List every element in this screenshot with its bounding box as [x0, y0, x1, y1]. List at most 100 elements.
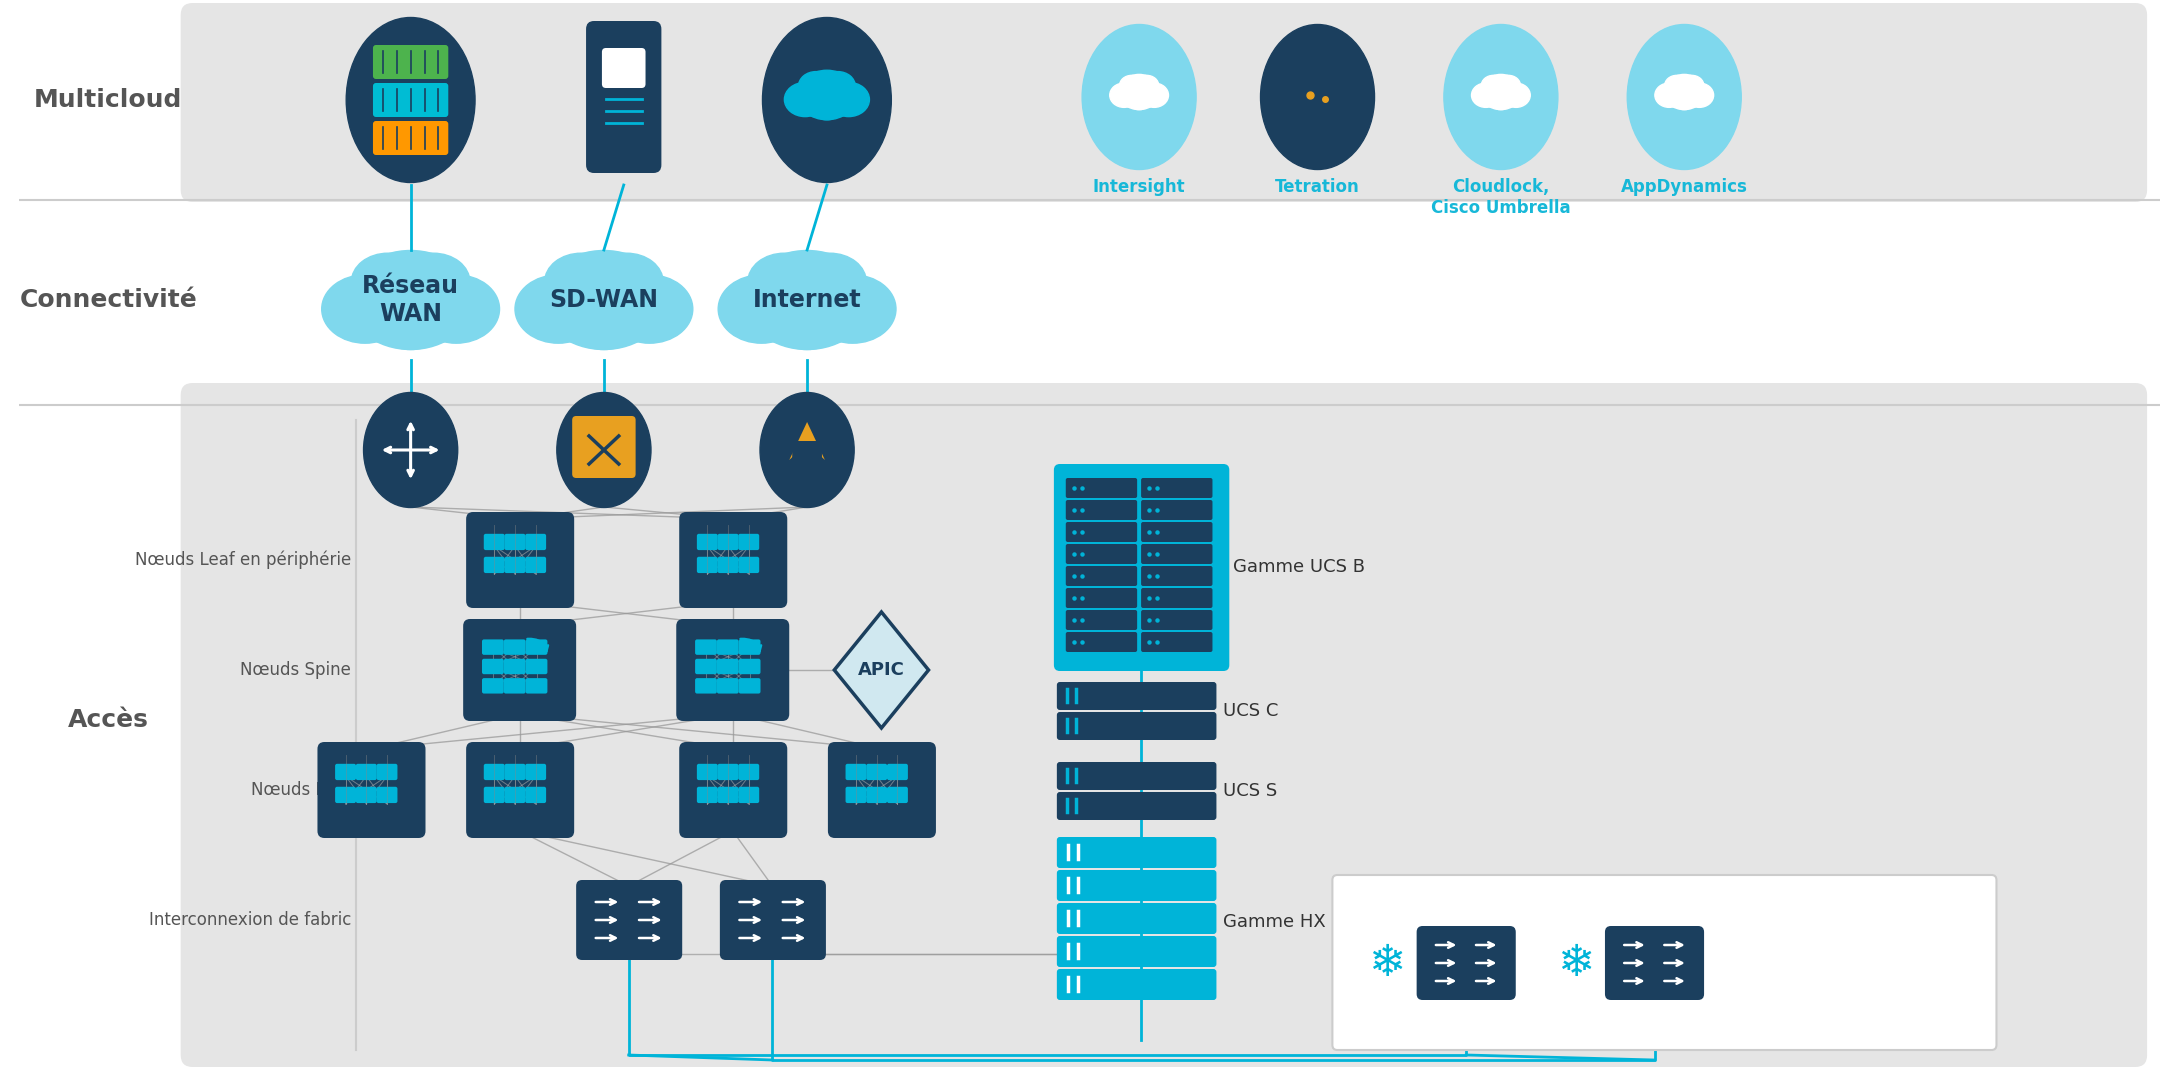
FancyBboxPatch shape	[577, 880, 683, 960]
Ellipse shape	[1128, 91, 1151, 109]
FancyBboxPatch shape	[1140, 566, 1212, 586]
FancyBboxPatch shape	[1056, 712, 1216, 740]
FancyBboxPatch shape	[467, 742, 575, 838]
Ellipse shape	[1501, 83, 1529, 107]
FancyBboxPatch shape	[505, 786, 525, 804]
Ellipse shape	[797, 70, 858, 120]
FancyBboxPatch shape	[1140, 522, 1212, 542]
FancyBboxPatch shape	[717, 639, 739, 654]
Polygon shape	[788, 422, 825, 472]
Ellipse shape	[1626, 25, 1741, 170]
FancyBboxPatch shape	[1065, 500, 1136, 519]
FancyBboxPatch shape	[696, 678, 717, 693]
FancyBboxPatch shape	[1065, 632, 1136, 652]
Ellipse shape	[1134, 76, 1158, 96]
FancyBboxPatch shape	[1065, 610, 1136, 630]
FancyBboxPatch shape	[1056, 870, 1216, 901]
FancyBboxPatch shape	[376, 786, 397, 804]
Ellipse shape	[570, 296, 637, 350]
FancyBboxPatch shape	[181, 383, 2147, 1067]
Ellipse shape	[363, 392, 458, 508]
FancyBboxPatch shape	[356, 786, 376, 804]
FancyBboxPatch shape	[717, 786, 739, 804]
FancyBboxPatch shape	[1056, 681, 1216, 710]
Ellipse shape	[542, 251, 667, 350]
Ellipse shape	[762, 17, 892, 183]
FancyBboxPatch shape	[1056, 762, 1216, 789]
Ellipse shape	[1685, 83, 1713, 107]
Ellipse shape	[1655, 83, 1683, 107]
Text: Tetration: Tetration	[1274, 178, 1361, 195]
Ellipse shape	[557, 392, 650, 508]
Ellipse shape	[745, 300, 870, 345]
Text: UCS S: UCS S	[1223, 782, 1277, 800]
FancyBboxPatch shape	[484, 764, 505, 780]
Ellipse shape	[514, 274, 603, 343]
Text: Réseau
WAN: Réseau WAN	[363, 274, 460, 326]
FancyBboxPatch shape	[1417, 926, 1516, 1000]
Ellipse shape	[1663, 75, 1704, 109]
FancyBboxPatch shape	[719, 880, 825, 960]
Ellipse shape	[810, 93, 842, 120]
FancyBboxPatch shape	[318, 742, 426, 838]
FancyBboxPatch shape	[676, 619, 788, 721]
Ellipse shape	[1140, 83, 1169, 107]
Ellipse shape	[1471, 83, 1501, 107]
FancyBboxPatch shape	[505, 764, 525, 780]
Ellipse shape	[542, 300, 667, 345]
FancyBboxPatch shape	[505, 534, 525, 550]
FancyBboxPatch shape	[1065, 588, 1136, 608]
Text: Gamme HX: Gamme HX	[1223, 913, 1326, 931]
FancyBboxPatch shape	[181, 3, 2147, 202]
FancyBboxPatch shape	[1140, 478, 1212, 498]
FancyBboxPatch shape	[845, 764, 866, 780]
Text: Intersight: Intersight	[1093, 178, 1186, 195]
FancyBboxPatch shape	[505, 557, 525, 573]
FancyBboxPatch shape	[1054, 464, 1229, 671]
Ellipse shape	[397, 253, 471, 311]
FancyBboxPatch shape	[696, 659, 717, 674]
Text: Interconnexion de fabric: Interconnexion de fabric	[149, 912, 352, 929]
FancyBboxPatch shape	[717, 764, 739, 780]
FancyBboxPatch shape	[698, 557, 717, 573]
FancyBboxPatch shape	[698, 786, 717, 804]
Text: ❄: ❄	[1367, 942, 1406, 985]
Ellipse shape	[590, 253, 663, 311]
FancyBboxPatch shape	[888, 764, 907, 780]
Ellipse shape	[352, 253, 423, 311]
Ellipse shape	[717, 274, 806, 343]
FancyBboxPatch shape	[827, 742, 935, 838]
Ellipse shape	[1680, 76, 1704, 96]
FancyBboxPatch shape	[1605, 926, 1704, 1000]
FancyBboxPatch shape	[572, 416, 635, 478]
FancyBboxPatch shape	[1056, 837, 1216, 868]
FancyBboxPatch shape	[866, 764, 888, 780]
FancyBboxPatch shape	[503, 678, 525, 693]
Ellipse shape	[413, 274, 499, 343]
Ellipse shape	[1261, 25, 1374, 170]
FancyBboxPatch shape	[698, 764, 717, 780]
FancyBboxPatch shape	[1056, 903, 1216, 934]
Text: Fabric de
stockage
SAN MDS: Fabric de stockage SAN MDS	[1892, 933, 1970, 993]
FancyBboxPatch shape	[376, 764, 397, 780]
FancyBboxPatch shape	[603, 48, 646, 87]
FancyBboxPatch shape	[1065, 522, 1136, 542]
Ellipse shape	[797, 95, 858, 118]
FancyBboxPatch shape	[335, 786, 356, 804]
FancyBboxPatch shape	[866, 786, 888, 804]
Ellipse shape	[1482, 76, 1506, 96]
FancyBboxPatch shape	[678, 742, 786, 838]
FancyBboxPatch shape	[739, 678, 760, 693]
FancyBboxPatch shape	[374, 121, 449, 156]
FancyBboxPatch shape	[525, 764, 546, 780]
FancyBboxPatch shape	[503, 639, 525, 654]
FancyBboxPatch shape	[482, 639, 503, 654]
Ellipse shape	[1119, 75, 1160, 109]
FancyBboxPatch shape	[1056, 969, 1216, 1000]
Text: Multicloud: Multicloud	[35, 87, 181, 112]
Text: Nœuds Spine: Nœuds Spine	[240, 661, 352, 679]
FancyBboxPatch shape	[793, 441, 823, 475]
Ellipse shape	[1119, 76, 1143, 96]
Ellipse shape	[799, 71, 834, 100]
FancyBboxPatch shape	[1333, 875, 1996, 1050]
